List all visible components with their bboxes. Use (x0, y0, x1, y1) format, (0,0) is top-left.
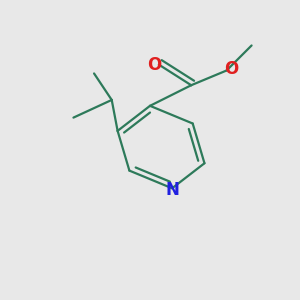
Text: N: N (165, 181, 179, 199)
Text: O: O (147, 56, 161, 74)
Text: O: O (224, 60, 238, 78)
